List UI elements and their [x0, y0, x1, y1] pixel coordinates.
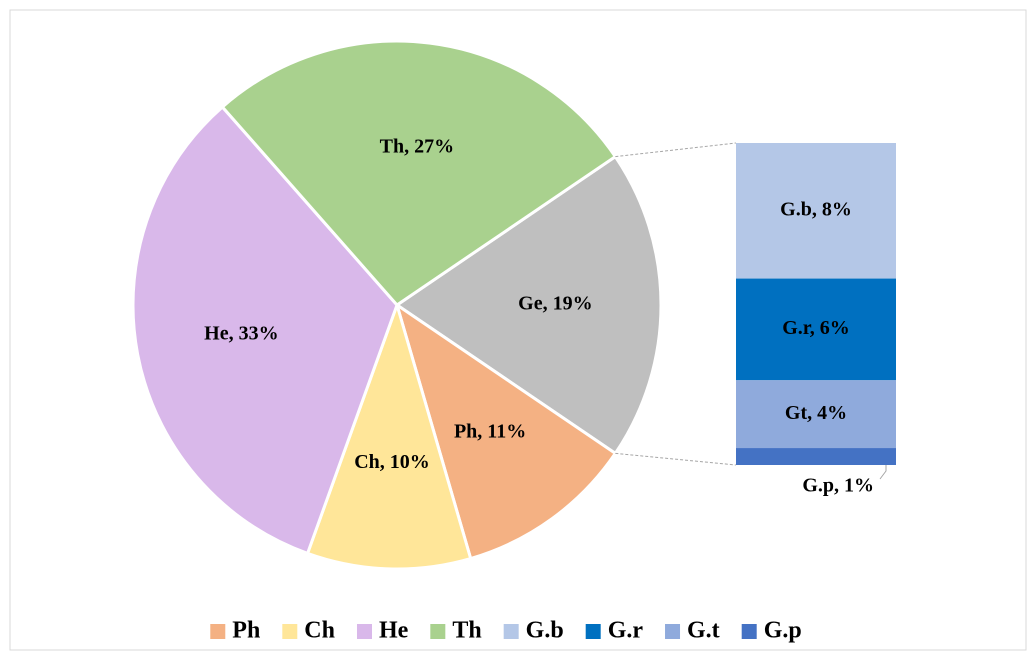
data-label: Ch, 10%	[354, 451, 430, 473]
pie-slice	[394, 154, 663, 456]
bar-segment	[736, 278, 896, 381]
legend-swatch	[210, 624, 226, 639]
legend-label: Ch	[304, 618, 335, 644]
bar-segment	[736, 448, 896, 465]
legend-label: Ph	[232, 618, 260, 644]
data-label: He, 33%	[204, 322, 278, 344]
legend-label: G.p	[764, 618, 802, 644]
legend-label: G.b	[526, 618, 564, 644]
bar-segment	[736, 143, 896, 279]
bar-segment	[736, 380, 896, 449]
pie-slice	[394, 301, 618, 561]
legend: Ph Ch He Th G.b G.r G.t G.p	[210, 618, 802, 644]
connector-line	[615, 142, 737, 158]
pie-slice	[220, 39, 618, 307]
legend-label: G.t	[687, 618, 720, 644]
legend-swatch	[741, 624, 757, 639]
leader-line	[879, 465, 887, 480]
connector-line	[615, 452, 737, 466]
legend-swatch	[503, 624, 519, 639]
legend-swatch	[430, 624, 446, 639]
legend-label: He	[379, 618, 409, 644]
legend-swatch	[665, 624, 681, 639]
legend-label: G.r	[608, 618, 644, 644]
pie-slice	[305, 300, 473, 571]
data-label: Ge, 19%	[518, 293, 592, 315]
data-label: Gt, 4%	[785, 402, 847, 424]
data-label: G.b, 8%	[780, 198, 852, 220]
legend-swatch	[356, 624, 372, 639]
legend-label: Th	[452, 618, 481, 644]
data-label: G.p, 1%	[802, 475, 874, 497]
data-label: G.r, 6%	[782, 317, 850, 339]
legend-swatch	[585, 624, 601, 639]
pie-slice	[131, 104, 399, 556]
data-label: Th, 27%	[380, 135, 454, 157]
data-label: Ph, 11%	[454, 421, 526, 443]
legend-swatch	[282, 624, 298, 639]
